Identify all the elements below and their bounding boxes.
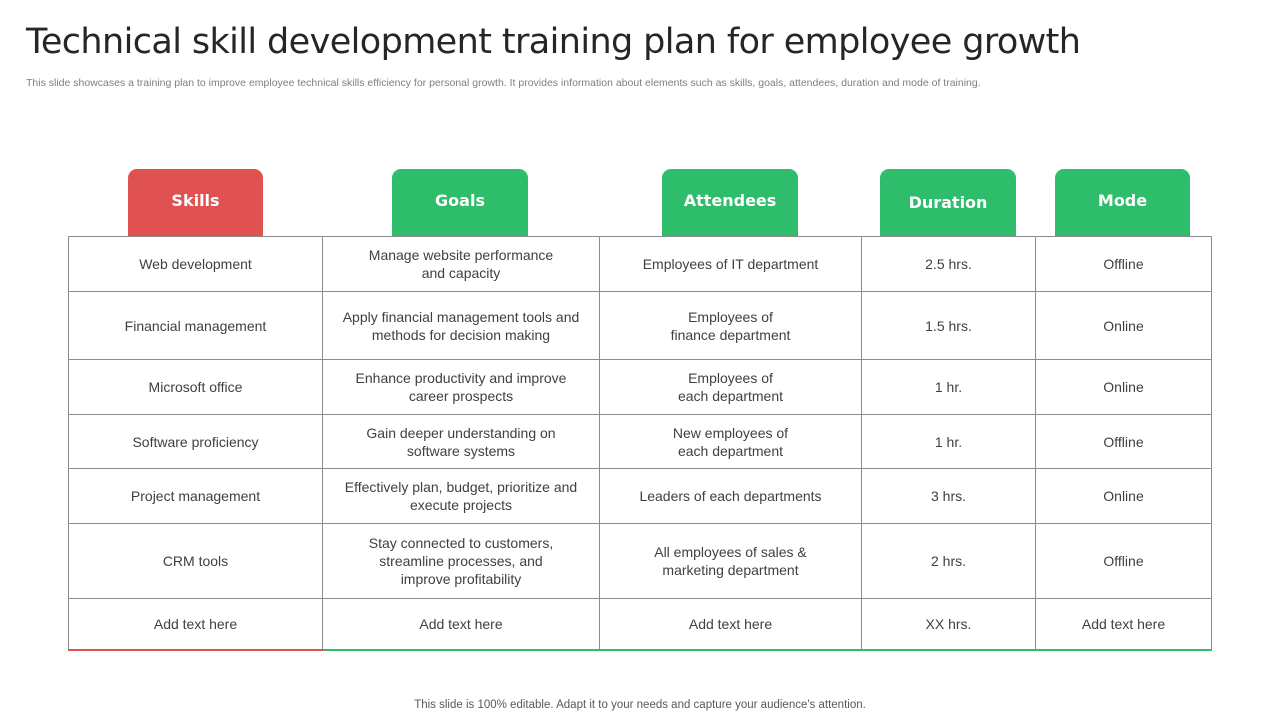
mode-cell: Online <box>1035 291 1212 360</box>
header-tab-skills: Skills <box>128 169 263 236</box>
header-tab-mode: Mode <box>1055 169 1190 236</box>
mode-cell: Offline <box>1035 236 1212 292</box>
attendees-cell: Employees of finance department <box>599 291 862 360</box>
goal-cell: Effectively plan, budget, prioritize and… <box>322 468 600 524</box>
skill-cell: Software proficiency <box>68 414 323 469</box>
duration-cell: 1.5 hrs. <box>861 291 1036 360</box>
slide-title: Technical skill development training pla… <box>26 22 1081 62</box>
goal-cell: Add text here <box>322 598 600 651</box>
duration-cell: 2 hrs. <box>861 523 1036 599</box>
duration-cell: 3 hrs. <box>861 468 1036 524</box>
mode-cell: Offline <box>1035 414 1212 469</box>
table-row: Project management Effectively plan, bud… <box>68 468 1212 524</box>
header-tab-goals: Goals <box>392 169 528 236</box>
attendees-cell: New employees of each department <box>599 414 862 469</box>
goal-cell: Manage website performance and capacity <box>322 236 600 292</box>
goal-cell: Apply financial management tools and met… <box>322 291 600 360</box>
attendees-cell: Employees of each department <box>599 359 862 415</box>
mode-cell: Add text here <box>1035 598 1212 651</box>
attendees-cell: Add text here <box>599 598 862 651</box>
training-plan-table: Web development Manage website performan… <box>68 236 1212 651</box>
skill-cell: Financial management <box>68 291 323 360</box>
table-row: Microsoft office Enhance productivity an… <box>68 359 1212 415</box>
mode-cell: Offline <box>1035 523 1212 599</box>
mode-cell: Online <box>1035 468 1212 524</box>
attendees-cell: All employees of sales & marketing depar… <box>599 523 862 599</box>
table-row: Add text here Add text here Add text her… <box>68 598 1212 651</box>
duration-cell: 2.5 hrs. <box>861 236 1036 292</box>
slide-subtitle: This slide showcases a training plan to … <box>26 77 981 89</box>
table-row: Software proficiency Gain deeper underst… <box>68 414 1212 469</box>
table-row: CRM tools Stay connected to customers, s… <box>68 523 1212 599</box>
table-row: Financial management Apply financial man… <box>68 291 1212 360</box>
goal-cell: Enhance productivity and improve career … <box>322 359 600 415</box>
slide-footer: This slide is 100% editable. Adapt it to… <box>414 699 866 711</box>
attendees-cell: Employees of IT department <box>599 236 862 292</box>
duration-cell: XX hrs. <box>861 598 1036 651</box>
skill-cell: Microsoft office <box>68 359 323 415</box>
table-row: Web development Manage website performan… <box>68 236 1212 292</box>
skill-cell: Project management <box>68 468 323 524</box>
mode-cell: Online <box>1035 359 1212 415</box>
goal-cell: Gain deeper understanding on software sy… <box>322 414 600 469</box>
duration-cell: 1 hr. <box>861 414 1036 469</box>
skill-cell: Web development <box>68 236 323 292</box>
goal-cell: Stay connected to customers, streamline … <box>322 523 600 599</box>
header-tab-attendees: Attendees <box>662 169 798 236</box>
skill-cell: Add text here <box>68 598 323 651</box>
attendees-cell: Leaders of each departments <box>599 468 862 524</box>
skill-cell: CRM tools <box>68 523 323 599</box>
header-tab-duration: Duration <box>880 169 1016 236</box>
duration-cell: 1 hr. <box>861 359 1036 415</box>
